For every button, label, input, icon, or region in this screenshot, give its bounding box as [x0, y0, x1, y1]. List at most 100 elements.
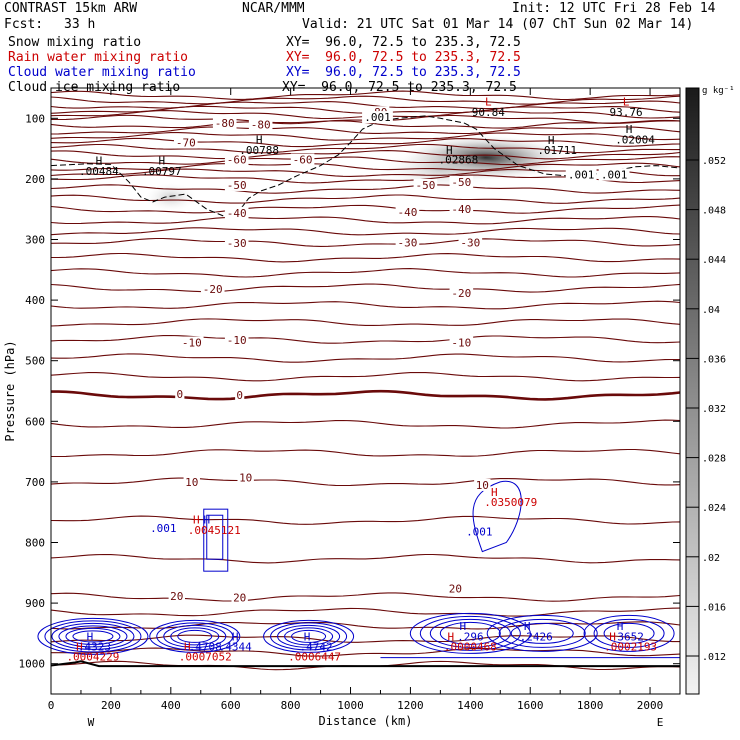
cloud-water-contour: [170, 627, 220, 646]
isotherm-label: 0: [176, 388, 183, 401]
isotherm-line: [50, 95, 681, 105]
cloud-water-contour: [472, 480, 522, 553]
y-tick-label: 500: [25, 355, 45, 368]
extremum-label: .00797: [142, 165, 182, 178]
cloud-water-contour: [510, 622, 574, 644]
label-bg: [395, 206, 420, 219]
label-bg: [447, 582, 464, 595]
isotherm-label: 10: [476, 479, 489, 492]
isotherm-line: [51, 389, 681, 401]
isotherm-line: [50, 353, 680, 363]
extremum-label: .4323: [78, 641, 111, 654]
cloud-water-contour: [603, 622, 655, 644]
cloud-water-contour: [270, 622, 348, 651]
isotherm-label: -80: [215, 117, 235, 130]
isotherm-line: [51, 647, 681, 657]
colorbar-tick-label: .044: [702, 255, 726, 266]
cloud-water-contour: [149, 619, 241, 653]
isotherm-line: [50, 156, 681, 166]
extremum-label: H: [548, 134, 555, 147]
west-label: W: [88, 716, 95, 729]
cloud-water-contour: [486, 614, 598, 652]
label-bg: [449, 175, 474, 188]
y-tick-label: 700: [25, 476, 45, 489]
isotherm-label: -50: [415, 179, 435, 192]
isotherm-label: -10: [451, 337, 471, 350]
plot-frame: [50, 87, 681, 695]
extremum-label: .0350079: [484, 496, 537, 509]
extremum-label: H: [446, 144, 453, 157]
extremum-label: .02868: [438, 154, 478, 167]
cloud-water-contour: [284, 627, 334, 646]
isotherm-label: -70: [176, 137, 196, 150]
extremum-label: H: [76, 641, 83, 654]
cloud-water-contour: [439, 621, 501, 645]
cloud-water-contour: [277, 624, 341, 648]
cloud-water-contour: [72, 630, 114, 643]
label-bg: [212, 117, 237, 130]
isotherm-line: [50, 126, 681, 135]
isotherm-line: [50, 162, 681, 171]
extremum-label: H: [184, 641, 191, 654]
extremum-label: H: [491, 486, 498, 499]
colorbar-ramp: [685, 87, 700, 695]
extremum-label: .001: [466, 526, 493, 539]
isotherm-line: [50, 227, 681, 236]
isotherm-label: -60: [293, 154, 313, 167]
colorbar-tick-label: .048: [702, 206, 726, 217]
isotherm-label: -50: [227, 179, 247, 192]
isotherm-label: 20: [449, 583, 462, 596]
extremum-label: H: [609, 630, 616, 643]
fcst-label: Fcst:: [4, 17, 44, 32]
colorbar-tick-label: .02: [702, 553, 720, 564]
y-tick-label: 1000: [19, 658, 46, 671]
contour-labels: -80-80-80-70-60-60-50-50-50-40-40-40-30-…: [66, 95, 657, 663]
isotherm-label: -40: [451, 203, 471, 216]
label-bg: [224, 178, 249, 191]
label-bg: [173, 136, 198, 149]
extremum-label: H: [524, 620, 531, 633]
colorbar-tick-label: .012: [702, 652, 726, 663]
label-bg: [231, 591, 248, 604]
colorbar-tick-label: .036: [702, 354, 726, 365]
isotherm-line: [51, 448, 681, 458]
y-tick-label: 400: [25, 294, 45, 307]
cloud-water-contour: [177, 629, 213, 643]
y-tick-label: 300: [25, 234, 45, 247]
label-bg: [248, 118, 273, 131]
extremum-label: .001: [150, 522, 177, 535]
extremum-label: .4708: [189, 641, 222, 654]
x-tick-label: 1000: [337, 699, 364, 712]
cloud-water-contour: [263, 619, 355, 653]
isotherm-label: -30: [227, 237, 247, 250]
isotherm-line: [50, 607, 681, 617]
extremum-label: .0004229: [66, 650, 119, 663]
cloud-water-contour: [593, 618, 665, 648]
label-bg: [474, 478, 491, 491]
label-bg: [598, 168, 630, 181]
label-bg: [413, 178, 438, 191]
label-bg: [224, 237, 249, 250]
x-tick-label: 800: [281, 699, 301, 712]
x-tick-label: 1800: [577, 699, 604, 712]
isotherm-line: [50, 137, 681, 148]
field-xy-cloudwater: XY= 96.0, 72.5 to 235.3, 72.5: [286, 65, 521, 80]
x-tick-label: 600: [221, 699, 241, 712]
extremum-label: .296: [457, 630, 484, 643]
isotherm-line: [50, 477, 681, 487]
cloud-water-contour: [65, 627, 121, 645]
field-xy-rain: XY= 96.0, 72.5 to 235.3, 72.5: [286, 50, 521, 65]
colorbar-tick-label: .028: [702, 454, 726, 465]
y-tick-label: 100: [25, 112, 45, 125]
cloud-water-contour: [583, 614, 675, 652]
isotherm-label: -80: [251, 118, 271, 131]
isotherm-line: [51, 252, 681, 263]
label-bg: [200, 283, 225, 296]
extremum-label: .00484: [79, 165, 119, 178]
extremum-label: .0007052: [179, 650, 232, 663]
extremum-label: .0006447: [288, 650, 341, 663]
cloud-water-contour: [206, 514, 224, 560]
isotherm-line: [50, 515, 681, 525]
axes: 0 200 400 600 800 1000 1200 1400 1600 1800 2000100…: [3, 87, 681, 729]
extremum-label: L: [485, 95, 492, 108]
